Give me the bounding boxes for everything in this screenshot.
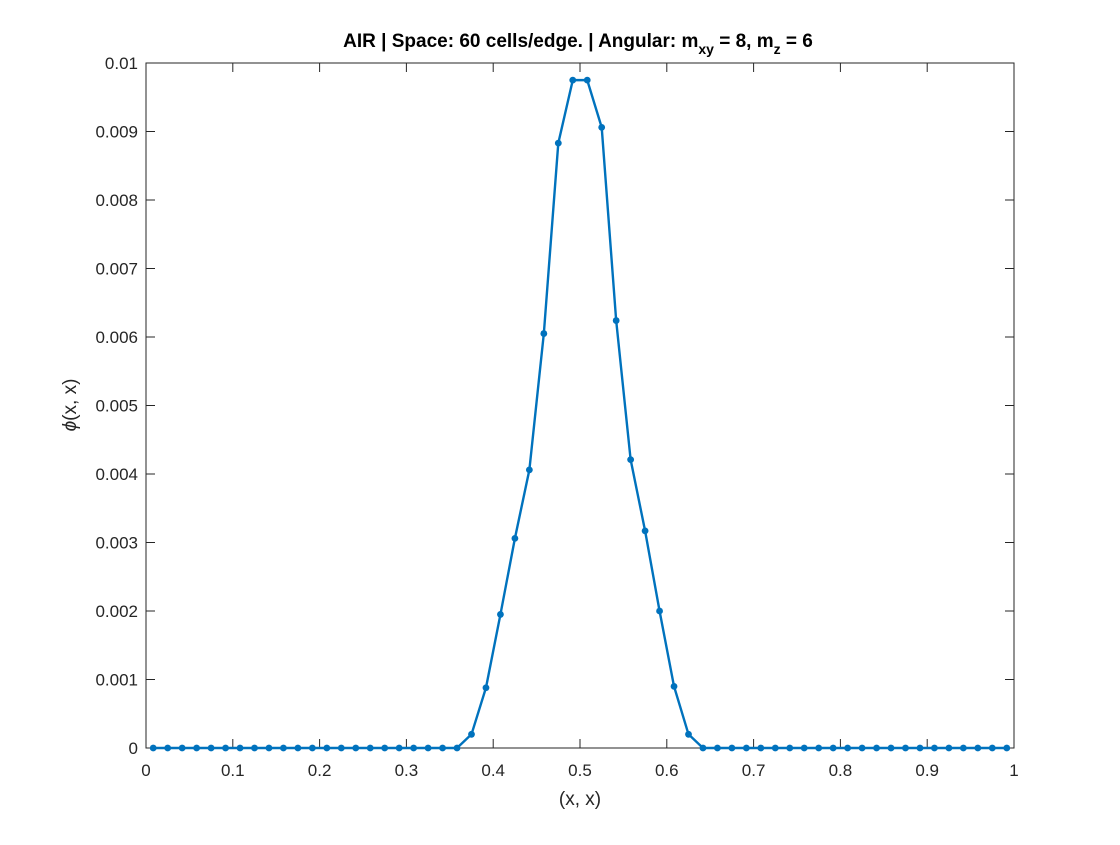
x-tick-label: 0.4 (481, 761, 505, 780)
data-point (829, 744, 837, 752)
x-tick-label: 1 (1009, 761, 1018, 780)
x-tick-label: 0 (141, 761, 150, 780)
x-tick-label: 0.7 (742, 761, 766, 780)
data-point (164, 744, 172, 752)
data-point (482, 684, 490, 692)
y-tick-label: 0.004 (95, 465, 138, 484)
data-point (554, 139, 562, 147)
x-axis-label: (x, x) (559, 789, 601, 810)
data-point (308, 744, 316, 752)
data-point (453, 744, 461, 752)
y-tick-label: 0.006 (95, 328, 138, 347)
data-point (178, 744, 186, 752)
data-point (627, 456, 635, 464)
data-point (511, 534, 519, 542)
y-tick-label: 0.001 (95, 671, 138, 690)
y-tick-label: 0.01 (105, 54, 138, 73)
data-point (569, 76, 577, 84)
data-point (1003, 744, 1011, 752)
data-point (366, 744, 374, 752)
x-axis: 0 0.1 0.2 0.3 0.4 0.5 0.6 0.7 0.8 0.9 1 (141, 63, 1019, 780)
y-tick-label: 0.008 (95, 191, 138, 210)
data-point (381, 744, 389, 752)
data-point (815, 744, 823, 752)
data-point (337, 744, 345, 752)
y-tick-label: 0.007 (95, 260, 138, 279)
data-point (959, 744, 967, 752)
plot-area-frame (145, 62, 1015, 749)
x-tick-label: 0.8 (829, 761, 853, 780)
data-point (670, 682, 678, 690)
data-point (844, 744, 852, 752)
data-point (265, 744, 273, 752)
data-point (280, 744, 287, 752)
data-point (439, 744, 446, 752)
data-point (612, 317, 620, 324)
data-point (222, 744, 229, 752)
y-tick-label: 0.009 (95, 123, 138, 142)
data-point (497, 611, 504, 618)
data-point (945, 744, 953, 752)
data-point (786, 744, 794, 752)
data-point (149, 744, 157, 752)
data-point (323, 744, 331, 752)
data-point (771, 744, 779, 752)
data-point (424, 744, 432, 752)
data-point (251, 744, 258, 752)
data-point (728, 744, 736, 752)
data-point (858, 744, 866, 752)
data-point (540, 330, 548, 337)
x-tick-label: 0.9 (915, 761, 939, 780)
data-point (988, 744, 996, 752)
data-point (714, 744, 721, 752)
y-tick-label: 0.003 (95, 534, 138, 553)
data-point (395, 744, 403, 752)
y-tick-label: 0.005 (95, 397, 138, 416)
data-point (656, 607, 663, 615)
x-tick-label: 0.3 (395, 761, 419, 780)
x-tick-label: 0.6 (655, 761, 679, 780)
data-point (902, 744, 909, 752)
data-point (757, 744, 765, 752)
x-tick-label: 0.2 (308, 761, 332, 780)
data-point (193, 744, 201, 752)
data-point (598, 123, 606, 131)
data-point (974, 744, 982, 752)
series-layer (149, 76, 1011, 752)
data-point (800, 744, 808, 752)
data-point (641, 527, 649, 535)
data-point (207, 744, 215, 752)
x-tick-label: 0.1 (221, 761, 245, 780)
data-point (468, 730, 475, 738)
y-axis-label: ϕ(x, x) (60, 379, 81, 432)
chart-title: AIR | Space: 60 cells/edge. | Angular: m… (343, 31, 813, 57)
data-point (699, 744, 707, 752)
data-point (916, 744, 924, 752)
data-point (931, 744, 938, 752)
data-point (685, 730, 692, 738)
data-point (410, 744, 418, 752)
y-tick-label: 0.002 (95, 602, 138, 621)
data-point (294, 744, 302, 752)
data-point (873, 744, 880, 752)
data-point (352, 744, 360, 752)
data-point (742, 744, 750, 752)
data-point (236, 744, 244, 752)
data-point (887, 744, 895, 752)
y-tick-label: 0 (129, 739, 138, 758)
y-axis: 0 0.001 0.002 0.003 0.004 0.005 0.006 0.007 0.00… (95, 54, 1014, 758)
data-point (583, 76, 591, 84)
data-point (525, 466, 533, 474)
x-tick-label: 0.5 (568, 761, 592, 780)
